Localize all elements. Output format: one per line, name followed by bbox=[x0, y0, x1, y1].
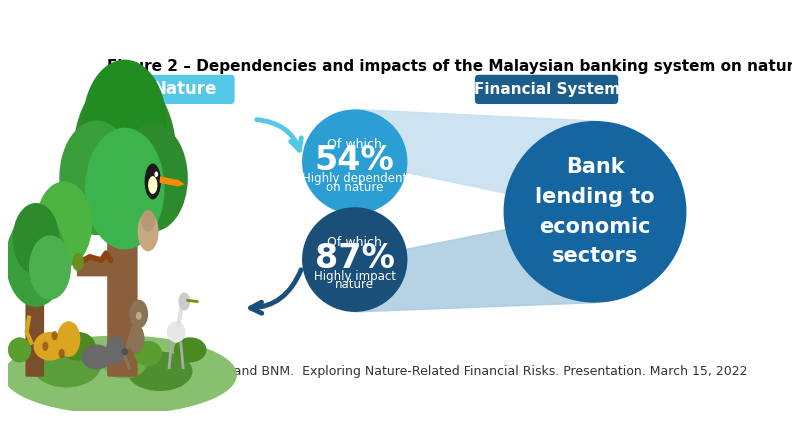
Ellipse shape bbox=[145, 163, 161, 199]
Ellipse shape bbox=[82, 344, 112, 370]
Circle shape bbox=[504, 121, 687, 303]
Ellipse shape bbox=[3, 336, 237, 414]
Polygon shape bbox=[355, 212, 595, 312]
Text: on nature: on nature bbox=[326, 180, 383, 194]
Ellipse shape bbox=[141, 210, 155, 232]
Circle shape bbox=[72, 253, 84, 271]
Circle shape bbox=[74, 74, 176, 232]
Text: Bank
lending to
economic
sectors: Bank lending to economic sectors bbox=[535, 157, 655, 266]
Ellipse shape bbox=[121, 348, 128, 355]
Circle shape bbox=[36, 181, 92, 267]
Circle shape bbox=[6, 214, 67, 307]
Text: Highly impact: Highly impact bbox=[314, 270, 396, 283]
Circle shape bbox=[59, 121, 134, 235]
Ellipse shape bbox=[127, 352, 192, 391]
Text: Source: World Bank and BNM.  Exploring Nature-Related Financial Risks. Presentat: Source: World Bank and BNM. Exploring Na… bbox=[107, 365, 747, 378]
Circle shape bbox=[178, 292, 190, 310]
Text: Financial System: Financial System bbox=[474, 82, 619, 97]
Circle shape bbox=[57, 321, 80, 357]
Circle shape bbox=[51, 331, 58, 340]
Circle shape bbox=[106, 336, 125, 364]
Circle shape bbox=[42, 342, 48, 351]
Ellipse shape bbox=[128, 325, 145, 354]
Ellipse shape bbox=[148, 176, 158, 194]
Text: Nature: Nature bbox=[152, 80, 216, 98]
Circle shape bbox=[302, 207, 407, 312]
Circle shape bbox=[129, 300, 148, 328]
Text: nature: nature bbox=[335, 278, 375, 291]
FancyArrow shape bbox=[159, 177, 185, 187]
Ellipse shape bbox=[32, 341, 101, 388]
Circle shape bbox=[82, 59, 167, 189]
Circle shape bbox=[154, 171, 158, 177]
Text: 54%: 54% bbox=[315, 144, 394, 177]
Circle shape bbox=[302, 109, 407, 214]
Ellipse shape bbox=[138, 212, 158, 251]
Ellipse shape bbox=[136, 312, 142, 320]
Circle shape bbox=[13, 203, 59, 274]
FancyBboxPatch shape bbox=[134, 75, 234, 104]
Ellipse shape bbox=[173, 337, 207, 362]
Circle shape bbox=[59, 349, 65, 358]
Text: Of which: Of which bbox=[327, 236, 383, 249]
Circle shape bbox=[118, 124, 188, 232]
FancyBboxPatch shape bbox=[25, 273, 44, 377]
Ellipse shape bbox=[60, 332, 96, 361]
Text: 87%: 87% bbox=[314, 242, 394, 274]
FancyBboxPatch shape bbox=[107, 201, 138, 377]
Ellipse shape bbox=[33, 332, 67, 361]
FancyBboxPatch shape bbox=[77, 257, 109, 277]
Ellipse shape bbox=[101, 343, 148, 378]
Text: Highly dependent: Highly dependent bbox=[302, 172, 407, 185]
FancyBboxPatch shape bbox=[475, 75, 619, 104]
Circle shape bbox=[29, 235, 71, 300]
Ellipse shape bbox=[8, 337, 32, 362]
Polygon shape bbox=[355, 109, 595, 212]
Text: Figure 2 – Dependencies and impacts of the Malaysian banking system on nature.: Figure 2 – Dependencies and impacts of t… bbox=[107, 59, 792, 74]
Text: Of which: Of which bbox=[327, 139, 383, 151]
Ellipse shape bbox=[134, 341, 162, 366]
Ellipse shape bbox=[167, 321, 185, 343]
Circle shape bbox=[85, 128, 165, 250]
